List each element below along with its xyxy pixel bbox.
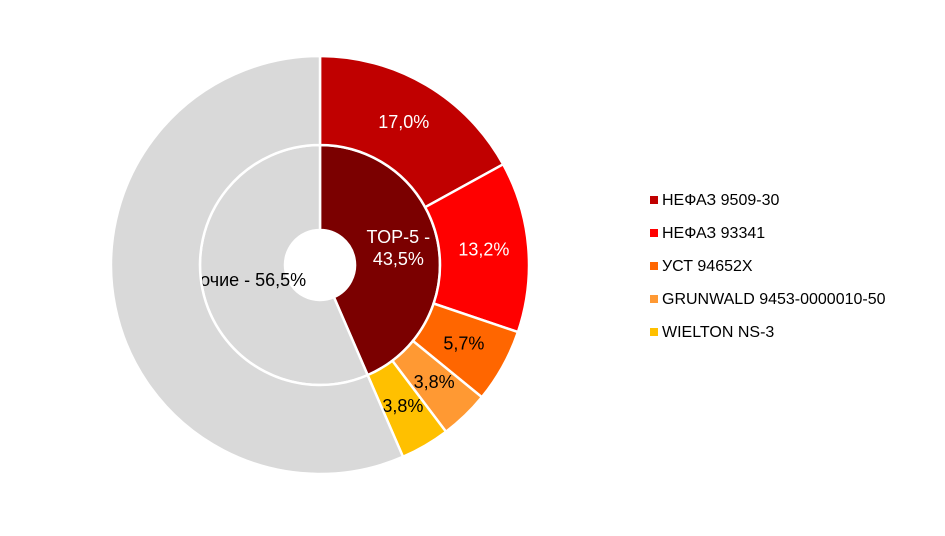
data-label: 17,0% <box>378 112 429 132</box>
data-label: 3,8% <box>414 372 455 392</box>
data-label: Прочие - 56,5% <box>177 270 306 290</box>
legend-swatch <box>650 328 658 336</box>
donut-segment <box>109 54 405 476</box>
legend-swatch <box>650 196 658 204</box>
legend-label: НЕФАЗ 9509-30 <box>662 192 779 209</box>
legend-label: УСТ 94652X <box>662 258 753 275</box>
data-label: TOP-5 -43,5% <box>366 227 430 269</box>
legend-swatch <box>650 262 658 270</box>
legend-swatch <box>650 295 658 303</box>
legend-label: GRUNWALD 9453-0000010-50 <box>662 291 886 308</box>
data-label: 13,2% <box>458 239 509 259</box>
legend-label: НЕФАЗ 93341 <box>662 225 765 242</box>
data-label: 3,8% <box>382 396 423 416</box>
data-label: 5,7% <box>443 333 484 353</box>
legend-label: WIELTON NS-3 <box>662 324 774 341</box>
legend-swatch <box>650 229 658 237</box>
